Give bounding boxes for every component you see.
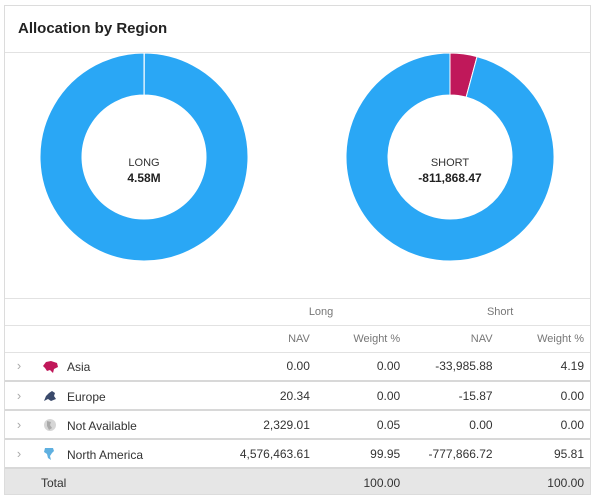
region-name: North America [67,447,144,462]
short-slice-north-america[interactable] [345,53,555,262]
short-label: SHORT [430,157,470,169]
table-row[interactable]: › Not Available 2,329.01 0.05 0.00 0.00 [5,410,590,440]
long-weight-cell: 0.00 [317,381,409,411]
short-nav-cell: -777,866.72 [408,439,501,469]
total-label: Total [5,468,234,494]
group-header-row: Long Short [5,299,590,326]
total-long-weight: 100.00 [317,468,409,494]
north-america-map-icon [44,448,54,461]
globe-icon [44,419,56,432]
long-label: LONG [128,157,160,169]
long-weight-cell: 99.95 [317,439,409,469]
total-short-weight: 100.00 [500,468,590,494]
allocation-table: Long Short NAV Weight % NAV Weight % › As… [5,299,590,494]
long-nav-cell: 20.34 [233,381,318,411]
europe-map-icon [44,391,56,402]
short-weight-cell: 0.00 [500,381,590,411]
short-center-label: SHORT -811,868.47 [390,157,510,185]
total-row: Total 100.00 100.00 [5,468,590,494]
short-weight-cell: 95.81 [500,439,590,469]
region-name: Not Available [67,418,137,433]
short-group-header: Short [408,299,590,326]
short-nav-header: NAV [408,325,501,353]
short-weight-cell: 0.00 [500,410,590,440]
short-nav-cell: 0.00 [408,410,501,440]
chevron-right-icon[interactable]: › [16,387,22,403]
long-nav-cell: 4,576,463.61 [233,439,318,469]
region-name: Europe [67,389,106,404]
long-nav-cell: 2,329.01 [233,410,318,440]
short-value: -811,868.47 [418,171,482,185]
short-weight-cell: 4.19 [500,352,590,382]
short-nav-cell: -15.87 [408,381,501,411]
donut-charts [39,53,555,262]
long-value: 4.58M [127,171,161,185]
table-row[interactable]: › Europe 20.34 0.00 -15.87 0.00 [5,381,590,411]
short-weight-header: Weight % [500,325,590,353]
chevron-right-icon[interactable]: › [16,416,22,432]
column-header-row: NAV Weight % NAV Weight % [5,325,590,353]
long-weight-cell: 0.05 [317,410,409,440]
long-nav-cell: 0.00 [233,352,318,382]
allocation-card: Allocation by Region LONG 4.58M SHORT -8… [4,5,591,495]
card-title: Allocation by Region [18,20,168,37]
table-row[interactable]: › North America 4,576,463.61 99.95 -777,8… [5,439,590,469]
table-row[interactable]: › Asia 0.00 0.00 -33,985.88 4.19 [5,352,590,382]
long-nav-header: NAV [233,325,318,353]
long-group-header: Long [233,299,409,326]
chevron-right-icon[interactable]: › [16,358,22,374]
asia-map-icon [43,361,58,374]
long-center-label: LONG 4.58M [84,157,204,185]
short-nav-cell: -33,985.88 [408,352,501,382]
card-header: Allocation by Region [5,6,590,53]
region-name: Asia [67,360,91,375]
charts-area: LONG 4.58M SHORT -811,868.47 [5,53,590,299]
long-weight-cell: 0.00 [317,352,409,382]
long-slice-north-america[interactable] [39,53,249,262]
chevron-right-icon[interactable]: › [16,445,22,461]
long-weight-header: Weight % [317,325,409,353]
